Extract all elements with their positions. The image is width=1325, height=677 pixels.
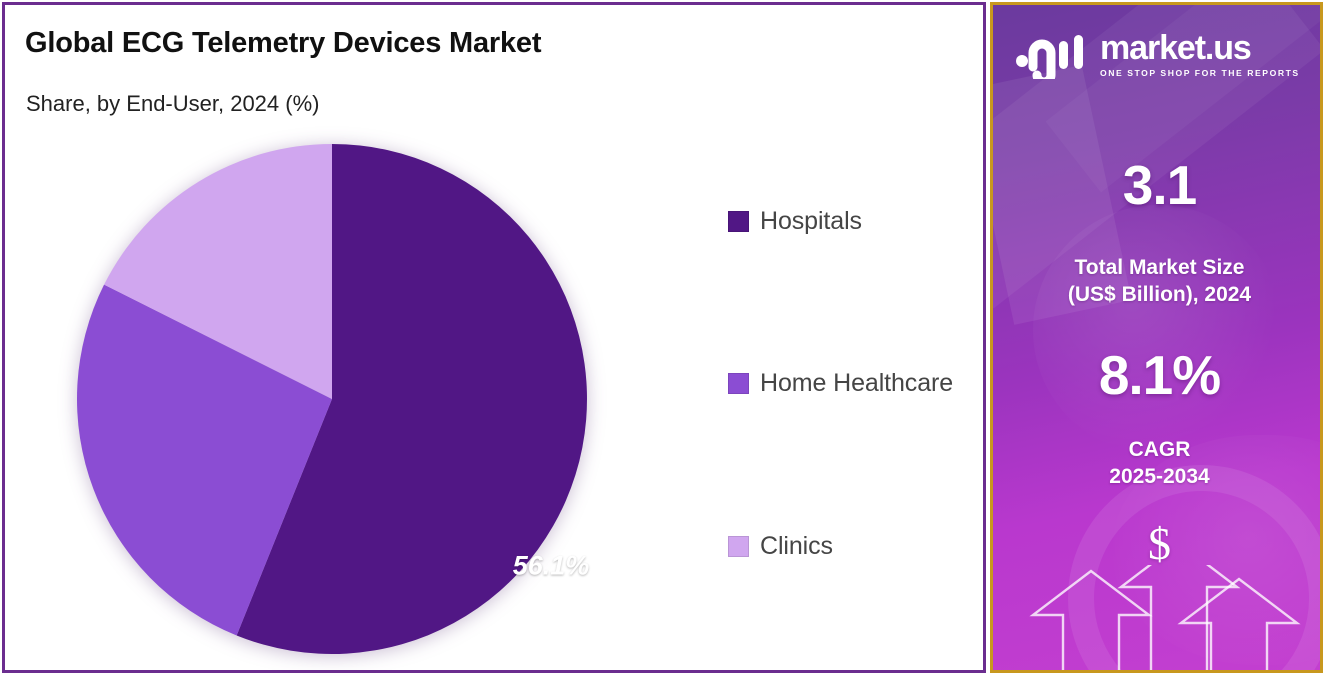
pie-svg xyxy=(76,144,587,654)
pie-slice-clinics[interactable] xyxy=(104,144,332,399)
legend-item-home-healthcare[interactable]: Home Healthcare xyxy=(728,369,953,398)
legend-swatch-hospitals xyxy=(728,211,749,232)
legend-swatch-home-healthcare xyxy=(728,373,749,394)
logo-wordmark: market.us xyxy=(1100,28,1252,67)
pie-chart: 56.1% xyxy=(71,138,593,660)
market-size-caption-line1: Total Market Size xyxy=(1074,256,1245,279)
cagr-caption-line1: CAGR xyxy=(1128,438,1191,461)
stats-panel: market.us ONE STOP SHOP FOR THE REPORTS … xyxy=(990,2,1323,673)
legend-label-hospitals: Hospitals xyxy=(760,207,862,235)
pie-slice-home-healthcare[interactable] xyxy=(76,284,332,636)
cagr-caption-line2: 2025-2034 xyxy=(1109,464,1210,488)
decorative-blob-1 xyxy=(1033,205,1283,455)
market-size-caption-line2: (US$ Billion), 2024 xyxy=(1067,282,1252,306)
chart-subtitle: Share, by End-User, 2024 (%) xyxy=(26,91,320,116)
legend: Hospitals Home Healthcare Clinics xyxy=(728,135,978,635)
dollar-icon: $ xyxy=(1148,518,1171,569)
page-title: Global ECG Telemetry Devices Market xyxy=(25,27,542,59)
background-decoration xyxy=(993,5,1320,670)
market-us-logo[interactable]: market.us ONE STOP SHOP FOR THE REPORTS xyxy=(1015,23,1305,85)
cagr-value: 8.1% xyxy=(1098,344,1221,406)
legend-label-clinics: Clinics xyxy=(760,532,833,560)
cagr-caption: CAGR 2025-2034 xyxy=(993,437,1320,491)
pie-slice-label-hospitals: 56.1% xyxy=(512,550,590,581)
legend-item-clinics[interactable]: Clinics xyxy=(728,532,833,561)
logo-tagline: ONE STOP SHOP FOR THE REPORTS xyxy=(1100,67,1300,78)
legend-label-home-healthcare: Home Healthcare xyxy=(760,369,954,397)
market-size-caption: Total Market Size (US$ Billion), 2024 xyxy=(993,255,1320,309)
market-size-value: 3.1 xyxy=(1122,154,1197,216)
market-us-logo-icon xyxy=(1016,35,1083,79)
chart-panel: Global ECG Telemetry Devices Market Shar… xyxy=(2,2,986,673)
pie-slice-hospitals[interactable] xyxy=(236,144,587,654)
legend-item-hospitals[interactable]: Hospitals xyxy=(728,207,862,236)
growth-arrows-icon xyxy=(1029,565,1301,670)
legend-swatch-clinics xyxy=(728,536,749,557)
